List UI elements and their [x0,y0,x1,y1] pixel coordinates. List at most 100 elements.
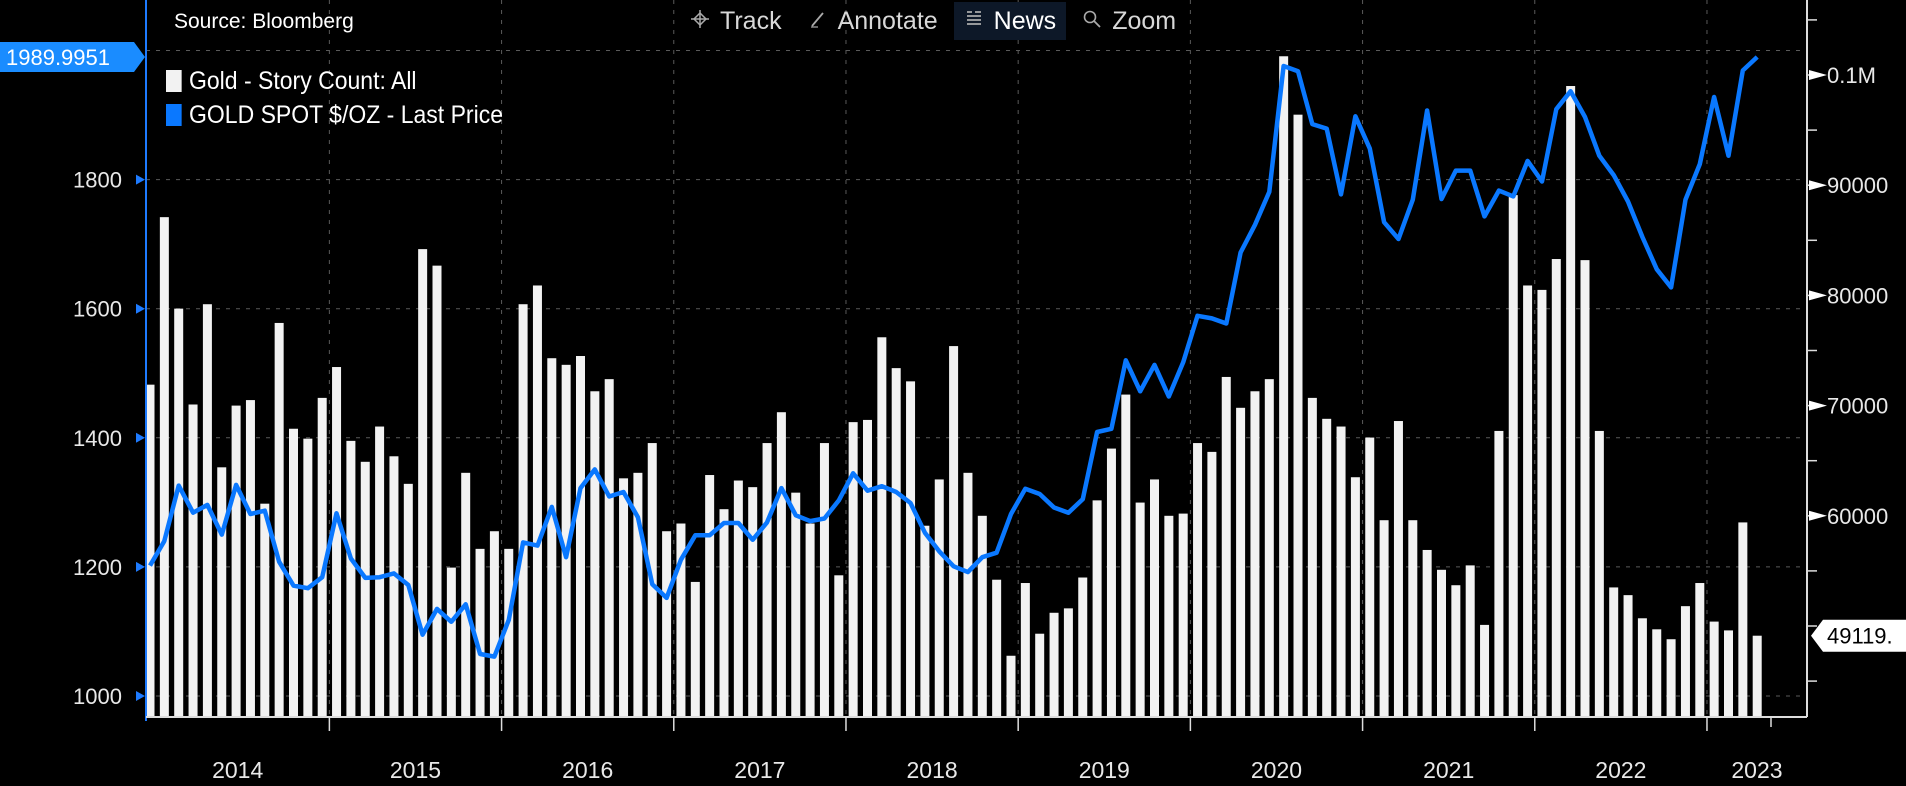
story-count-bar [1709,621,1719,717]
story-count-bar [1637,618,1647,717]
right-tick-label: 80000 [1827,283,1888,308]
story-count-bar [863,419,872,717]
story-count-bar [1465,565,1475,717]
left-tick-label: 1000 [73,684,122,709]
story-count-bar [805,523,815,717]
annotate-button[interactable]: Annotate [798,2,948,40]
story-count-bar [389,456,399,717]
story-count-bar [1106,448,1116,717]
story-count-bar [705,475,715,717]
left-tick-label: 1200 [73,555,122,580]
story-count-bar [690,581,700,717]
story-count-bar [1350,477,1360,717]
story-count-bar [360,461,370,717]
right-tick-marker [1809,290,1827,301]
story-count-bar [217,467,227,717]
legend-label: GOLD SPOT $/OZ - Last Price [189,101,503,129]
story-count-bar [934,479,944,717]
story-count-bar [719,509,729,717]
story-count-bar [748,487,758,717]
legend-swatch-blue [166,104,182,126]
story-count-bar [332,367,342,717]
left-tick-marker [136,303,145,314]
year-label: 2015 [390,757,441,783]
story-count-bar [891,368,901,717]
year-label: 2014 [212,757,263,783]
year-label: 2018 [906,757,957,783]
story-count-bar [1551,259,1561,717]
story-count-bar [375,426,385,717]
story-count-bar [1035,633,1045,717]
story-count-bar [1609,587,1619,717]
gold-price-line [148,55,1759,659]
story-count-bar [1307,397,1317,717]
story-count-bar [1121,394,1131,717]
story-count-bar [1566,86,1576,717]
story-count-bar [1264,379,1274,717]
story-count-bar [1523,285,1533,717]
story-count-bar [231,405,241,717]
story-count-bar [1408,520,1418,717]
story-count-bar [1178,513,1188,717]
track-button[interactable]: Track [680,2,792,40]
story-count-bar [1336,426,1346,717]
legend-item-story-count[interactable]: Gold - Story Count: All [166,64,503,98]
right-tick-label: 70000 [1827,394,1888,419]
story-count-bar [877,337,887,717]
crosshair-icon [690,7,710,36]
left-tick-marker [136,561,145,572]
story-count-bar [992,579,1002,717]
story-count-bar [561,364,571,717]
story-count-bar [446,567,456,717]
story-count-bar [145,384,155,717]
pencil-icon [808,7,828,36]
story-count-bar [576,356,585,717]
year-label: 2021 [1423,757,1474,783]
left-tick-marker [136,174,145,185]
story-count-bar [1150,479,1159,717]
story-count-bar [188,404,198,717]
legend-item-gold-price[interactable]: GOLD SPOT $/OZ - Last Price [166,98,503,132]
story-count-bar [1006,655,1016,717]
annotate-label: Annotate [837,6,938,35]
story-count-bar [274,322,284,717]
story-count-bar [963,472,973,717]
story-count-bar [403,483,413,717]
news-button[interactable]: News [953,2,1067,40]
story-count-bar [1680,606,1690,717]
story-count-bar [245,400,255,717]
story-count-bar [1508,195,1518,718]
story-count-bar [1393,421,1403,717]
right-tick-label: 90000 [1827,173,1888,198]
year-label: 2022 [1595,757,1646,783]
story-count-bar [1063,608,1073,717]
story-count-bar [819,443,829,717]
story-count-bar [1480,624,1490,717]
story-count-bar [532,285,542,717]
story-count-bar [1594,430,1604,717]
track-label: Track [720,6,782,35]
left-tick-marker [136,432,145,443]
story-count-bar [1221,376,1231,717]
story-count-bar [1193,443,1203,717]
year-label: 2020 [1251,757,1302,783]
story-count-bar [475,548,485,717]
chart-toolbar: Track Annotate News Zoom [680,2,1186,40]
story-count-bar [848,422,858,717]
story-count-bar [547,358,557,717]
magnifier-icon [1082,7,1102,36]
left-tick-label: 1800 [73,168,122,193]
story-count-bar [920,525,930,717]
story-count-bar [662,531,672,717]
story-count-bar [776,412,786,717]
story-count-bar [1365,437,1375,717]
zoom-button[interactable]: Zoom [1072,2,1186,40]
story-count-bar [590,391,600,717]
story-count-bar [1738,522,1748,717]
story-count-bar [1049,612,1059,717]
last-price-tag [0,41,145,72]
story-count-bar [1752,635,1762,717]
story-count-bar [949,346,959,717]
story-count-bar [1236,407,1246,717]
